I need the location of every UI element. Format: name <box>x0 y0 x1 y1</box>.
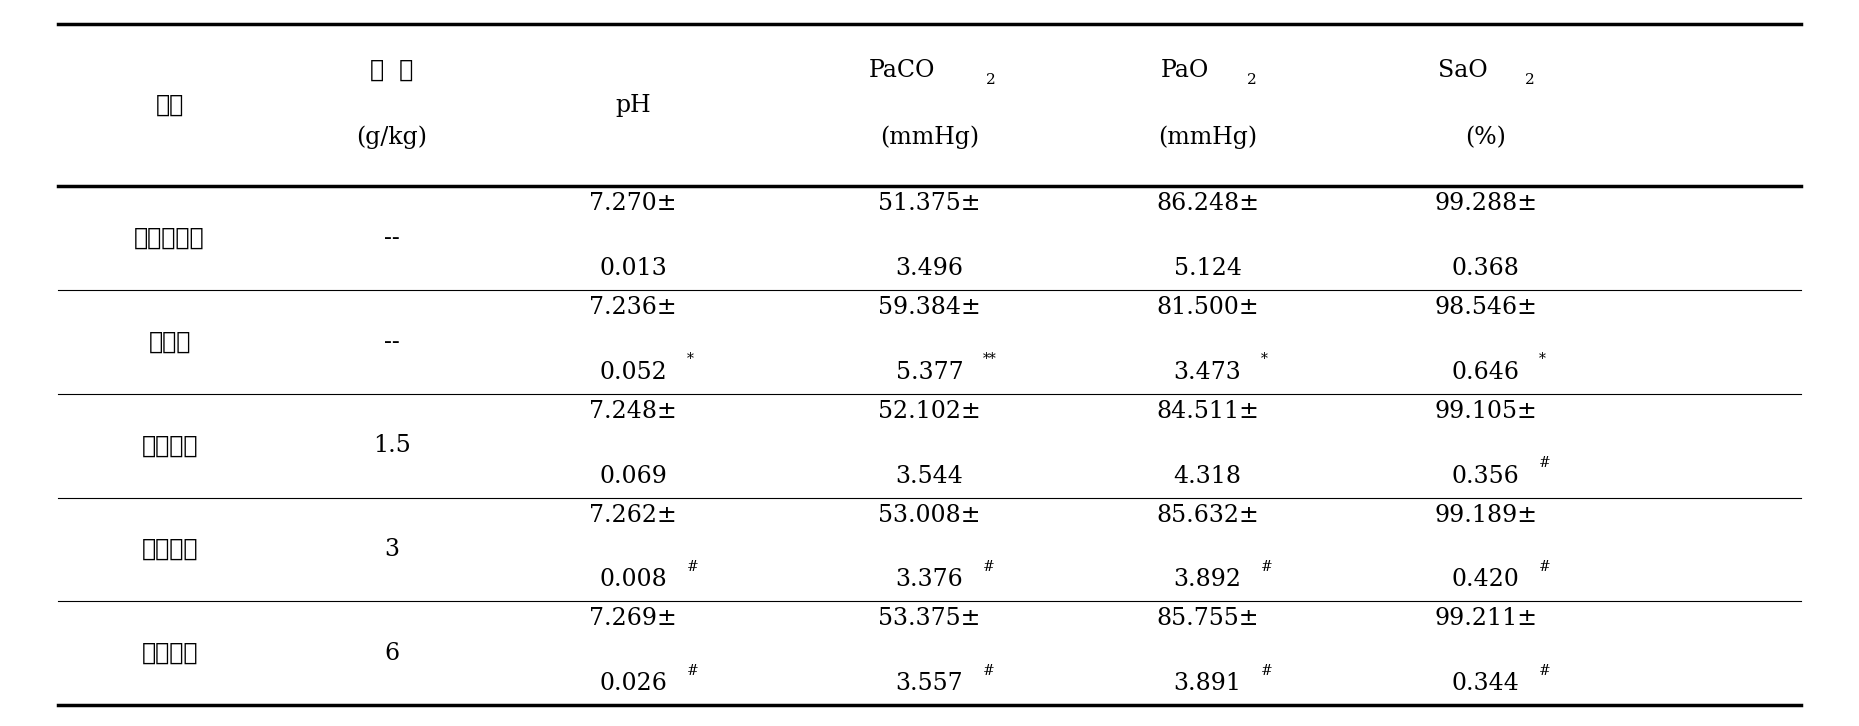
Text: #: # <box>1260 664 1273 677</box>
Text: 3.544: 3.544 <box>896 465 963 488</box>
Text: 3.496: 3.496 <box>896 257 963 280</box>
Text: 2: 2 <box>985 73 996 87</box>
Text: 组别: 组别 <box>156 94 184 117</box>
Text: 空白对照组: 空白对照组 <box>134 227 204 250</box>
Text: SaO: SaO <box>1439 59 1489 82</box>
Text: #: # <box>686 560 699 574</box>
Text: #: # <box>686 664 699 677</box>
Text: #: # <box>1539 664 1550 677</box>
Text: 0.646: 0.646 <box>1452 361 1519 384</box>
Text: 99.211±: 99.211± <box>1433 607 1537 630</box>
Text: (mmHg): (mmHg) <box>1158 126 1257 150</box>
Text: 51.375±: 51.375± <box>877 192 982 216</box>
Text: 3.376: 3.376 <box>896 568 963 592</box>
Text: 5.124: 5.124 <box>1173 257 1242 280</box>
Text: 7.248±: 7.248± <box>589 400 677 423</box>
Text: 7.262±: 7.262± <box>589 504 677 526</box>
Text: 52.102±: 52.102± <box>877 400 982 423</box>
Text: 5.377: 5.377 <box>896 361 963 384</box>
Text: --: -- <box>385 227 400 250</box>
Text: 59.384±: 59.384± <box>877 296 982 319</box>
Text: *: * <box>1539 352 1547 367</box>
Text: 7.236±: 7.236± <box>589 296 677 319</box>
Text: 2: 2 <box>1247 73 1257 87</box>
Text: 0.069: 0.069 <box>599 465 667 488</box>
Text: *: * <box>686 352 693 367</box>
Text: (%): (%) <box>1465 126 1506 149</box>
Text: pH: pH <box>615 94 651 117</box>
Text: 0.008: 0.008 <box>599 568 667 592</box>
Text: #: # <box>983 560 995 574</box>
Text: 模型组: 模型组 <box>149 330 191 354</box>
Text: #: # <box>1539 456 1550 470</box>
Text: (mmHg): (mmHg) <box>879 126 980 150</box>
Text: 0.026: 0.026 <box>599 672 667 695</box>
Text: 0.013: 0.013 <box>599 257 667 280</box>
Text: 3.557: 3.557 <box>896 672 963 695</box>
Text: 99.189±: 99.189± <box>1433 504 1537 526</box>
Text: 3.473: 3.473 <box>1173 361 1242 384</box>
Text: PaCO: PaCO <box>868 59 935 82</box>
Text: 中剂量组: 中剂量组 <box>141 538 197 561</box>
Text: 2: 2 <box>1524 73 1536 87</box>
Text: 99.288±: 99.288± <box>1433 192 1537 216</box>
Text: 7.269±: 7.269± <box>589 607 677 630</box>
Text: 3.892: 3.892 <box>1173 568 1242 592</box>
Text: 3: 3 <box>385 538 400 561</box>
Text: 99.105±: 99.105± <box>1433 400 1537 423</box>
Text: 98.546±: 98.546± <box>1433 296 1537 319</box>
Text: 85.632±: 85.632± <box>1156 504 1259 526</box>
Text: 高剂量组: 高剂量组 <box>141 642 197 665</box>
Text: 0.420: 0.420 <box>1452 568 1519 592</box>
Text: **: ** <box>983 352 996 367</box>
Text: *: * <box>1260 352 1268 367</box>
Text: 剂  量: 剂 量 <box>370 59 413 82</box>
Text: 84.511±: 84.511± <box>1156 400 1259 423</box>
Text: 81.500±: 81.500± <box>1156 296 1259 319</box>
Text: 53.008±: 53.008± <box>877 504 982 526</box>
Text: 0.344: 0.344 <box>1452 672 1519 695</box>
Text: 4.318: 4.318 <box>1173 465 1242 488</box>
Text: 53.375±: 53.375± <box>877 607 982 630</box>
Text: 0.368: 0.368 <box>1452 257 1519 280</box>
Text: 7.270±: 7.270± <box>589 192 677 216</box>
Text: 85.755±: 85.755± <box>1156 607 1259 630</box>
Text: 0.356: 0.356 <box>1452 465 1519 488</box>
Text: 6: 6 <box>385 642 400 665</box>
Text: 0.052: 0.052 <box>599 361 667 384</box>
Text: 86.248±: 86.248± <box>1156 192 1259 216</box>
Text: #: # <box>983 664 995 677</box>
Text: 1.5: 1.5 <box>374 434 411 457</box>
Text: --: -- <box>385 330 400 354</box>
Text: 3.891: 3.891 <box>1173 672 1242 695</box>
Text: PaO: PaO <box>1162 59 1210 82</box>
Text: #: # <box>1539 560 1550 574</box>
Text: #: # <box>1260 560 1273 574</box>
Text: (g/kg): (g/kg) <box>357 126 428 150</box>
Text: 低剂量组: 低剂量组 <box>141 434 197 457</box>
